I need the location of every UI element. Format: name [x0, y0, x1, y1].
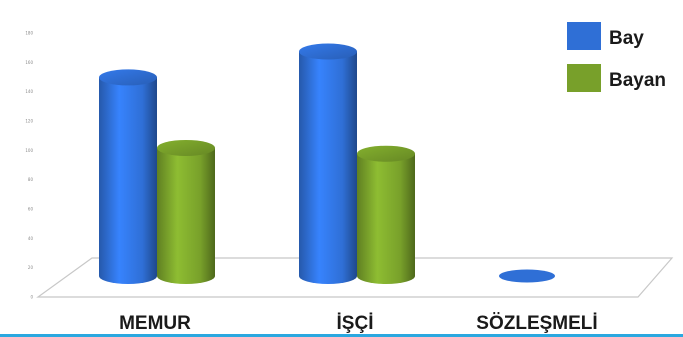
bar-bay-sozlesmeli [499, 269, 555, 283]
y-tick-label: 140 [25, 89, 33, 94]
legend-label-bay: Bay [609, 28, 644, 49]
bottom-rule [0, 334, 683, 337]
y-tick-label: 120 [25, 119, 33, 124]
y-tick-label: 80 [28, 177, 34, 182]
bar-body [357, 153, 415, 284]
y-tick-label: 0 [30, 295, 33, 300]
y-tick-label: 40 [28, 236, 34, 241]
bar-bay-memur [99, 69, 157, 284]
category-label-memur: MEMUR [119, 313, 191, 334]
bars [99, 43, 555, 285]
legend-swatch-bayan [567, 64, 601, 92]
bar-bayan-memur [157, 139, 215, 284]
y-tick-label: 20 [28, 265, 34, 270]
y-axis-ticks: 0 20 40 60 80 100 120 140 160 180 [25, 31, 33, 300]
bar-body [157, 147, 215, 284]
legend-swatch-bay [567, 22, 601, 50]
bar-bayan-isci [357, 145, 415, 284]
y-tick-label: 100 [25, 148, 33, 153]
legend: Bay Bayan [567, 22, 666, 92]
bar-top [357, 145, 415, 162]
category-label-isci: İŞÇİ [337, 313, 374, 334]
y-tick-label: 160 [25, 60, 33, 65]
bar-bay-isci [299, 43, 357, 285]
bar-top [299, 43, 357, 60]
bar-top [157, 139, 215, 156]
category-labels: MEMUR İŞÇİ SÖZLEŞMELİ [119, 313, 598, 334]
bar-body [99, 77, 157, 284]
bar-body [299, 51, 357, 285]
legend-label-bayan: Bayan [609, 70, 666, 91]
bar-empty-disc [499, 269, 555, 283]
y-tick-label: 60 [28, 207, 34, 212]
category-label-sozlesmeli: SÖZLEŞMELİ [476, 313, 597, 334]
bar-top [99, 69, 157, 86]
y-tick-label: 180 [25, 31, 33, 36]
